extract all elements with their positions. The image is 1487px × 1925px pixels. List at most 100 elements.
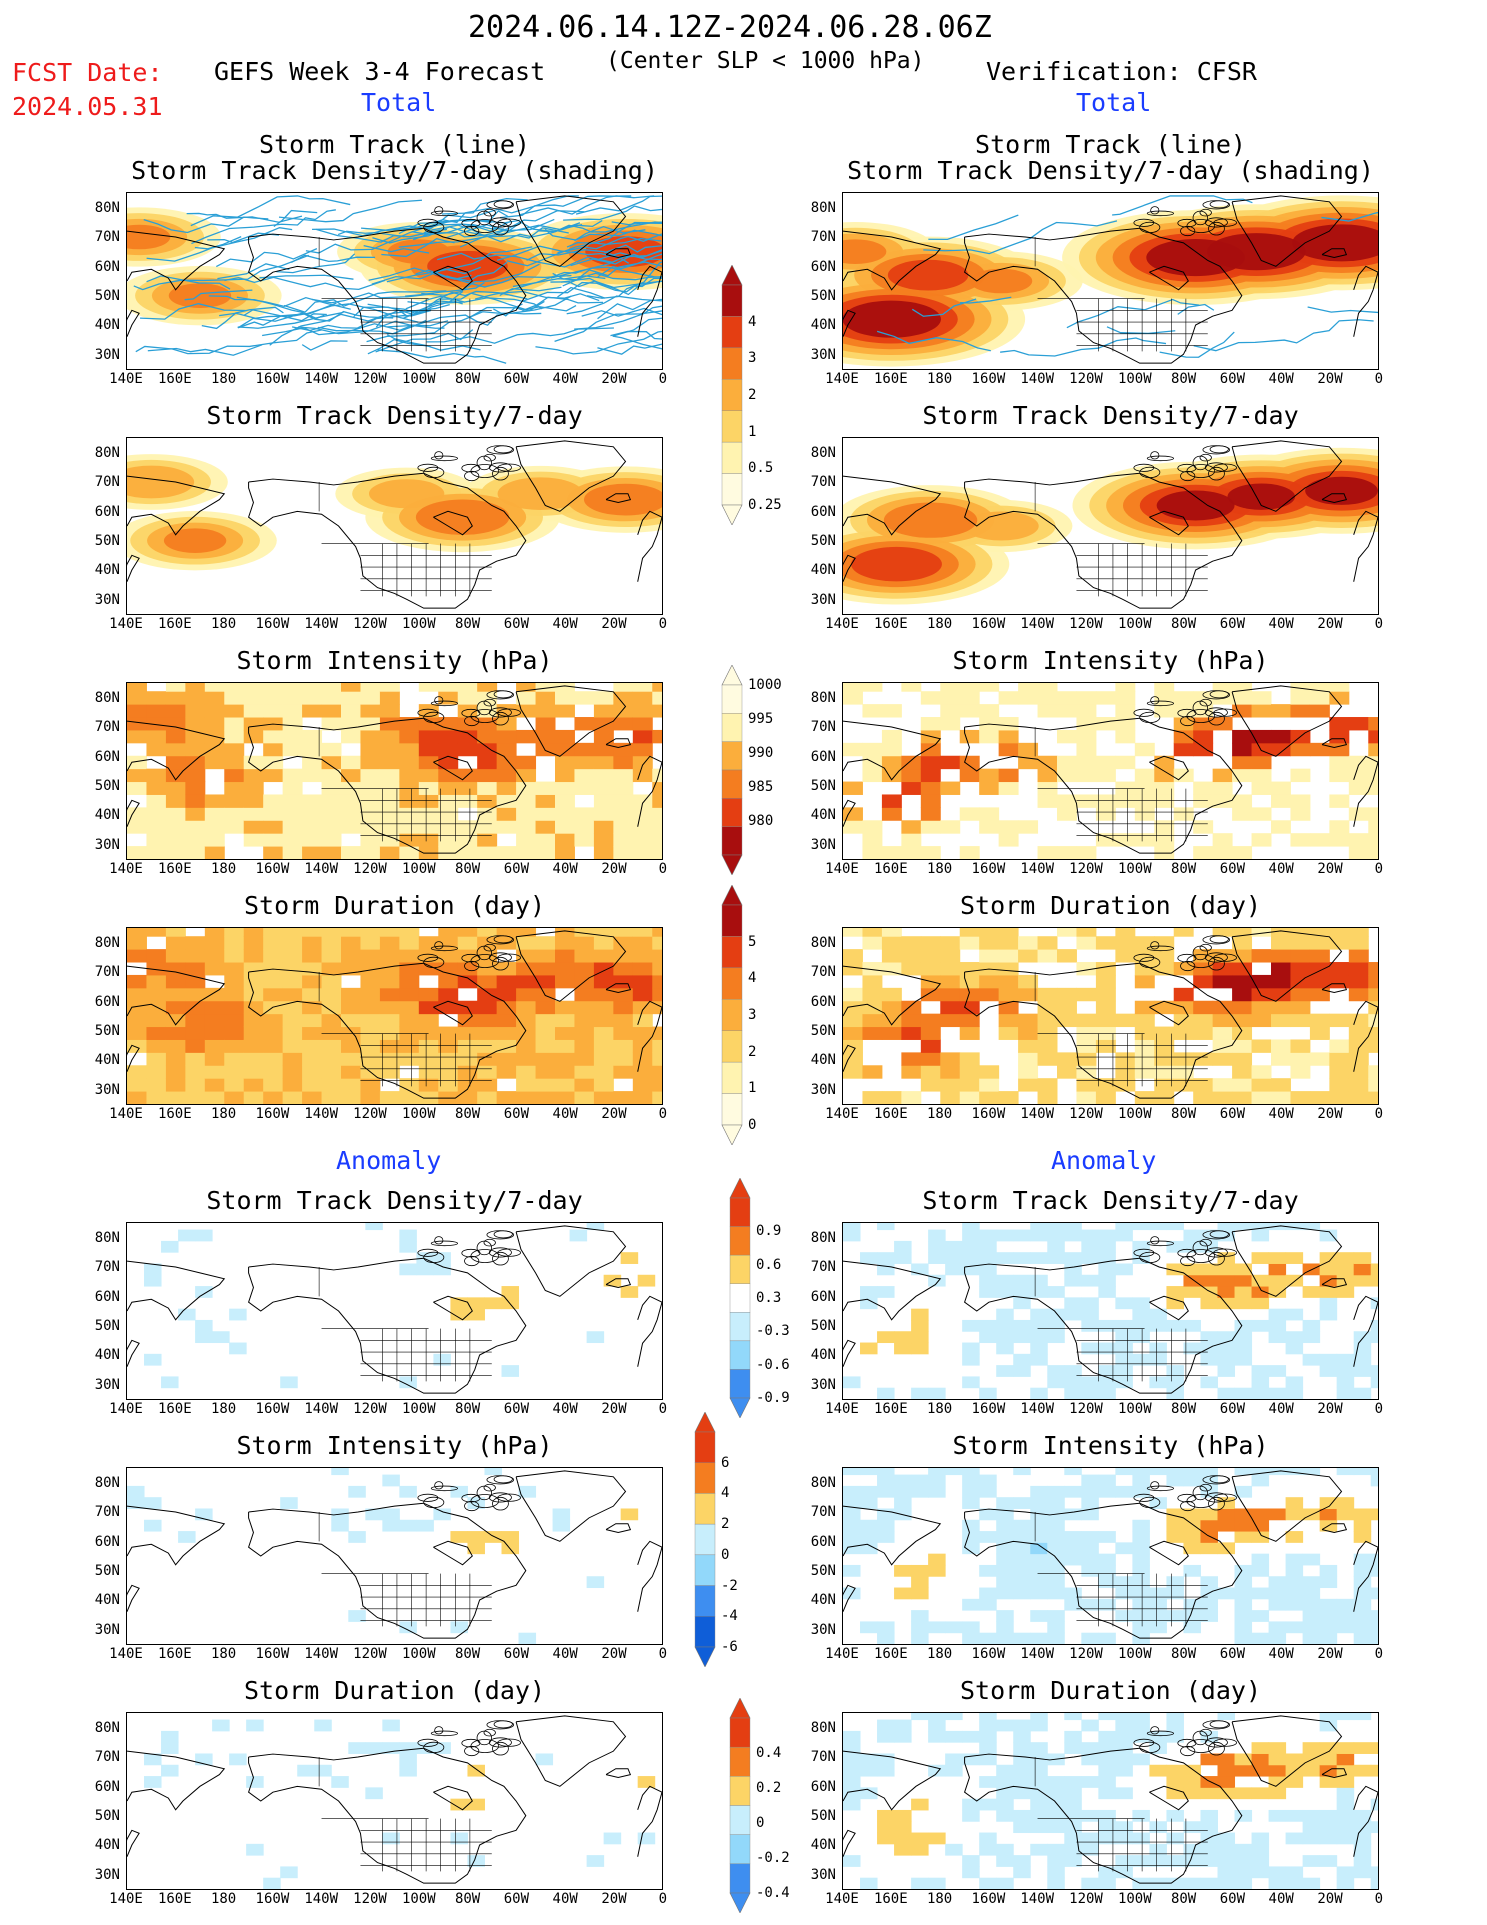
- map-panel: [126, 927, 663, 1105]
- panel-title: Storm Track Density/7-day: [206, 1186, 583, 1215]
- lat-tick-label: 70N: [94, 474, 120, 491]
- lon-tick-label: 140W: [304, 861, 339, 877]
- lon-tick-label: 100W: [1117, 1891, 1152, 1907]
- lat-tick-label: 30N: [94, 346, 120, 363]
- colorbar-label: 0: [721, 1546, 730, 1563]
- lat-tick-label: 40N: [94, 317, 120, 334]
- lat-tick-label: 60N: [94, 503, 120, 520]
- lon-tick-label: 140E: [109, 861, 143, 877]
- lon-tick-label: 100W: [1117, 1646, 1152, 1662]
- lat-tick-label: 40N: [810, 807, 836, 824]
- lat-tick-label: 50N: [94, 777, 120, 794]
- lon-tick-label: 40W: [552, 1646, 578, 1662]
- lon-tick-label: 100W: [1117, 616, 1152, 632]
- lat-tick-label: 80N: [810, 200, 836, 216]
- lon-tick-label: 20W: [601, 616, 627, 632]
- lon-tick-label: 140E: [825, 1891, 859, 1907]
- lat-tick-label: 50N: [810, 532, 836, 549]
- lat-tick-label: 30N: [94, 1621, 120, 1638]
- lon-tick-label: 180: [926, 1891, 953, 1907]
- lon-tick-label: 160E: [873, 861, 908, 877]
- lon-tick-label: 180: [210, 1106, 237, 1122]
- lon-tick-label: 20W: [1317, 1106, 1343, 1122]
- lon-tick-label: 40W: [552, 1106, 578, 1122]
- map-panel: [126, 192, 663, 370]
- colorbar-label: -2: [721, 1577, 738, 1594]
- lon-tick-label: 140W: [1020, 1106, 1055, 1122]
- lon-tick-label: 80W: [1170, 1401, 1197, 1417]
- lon-tick-label: 140E: [825, 1646, 859, 1662]
- lon-tick-label: 120W: [353, 1401, 387, 1417]
- lon-tick-label: 180: [210, 861, 237, 877]
- panel-title: Storm Duration (day): [959, 1676, 1262, 1705]
- lat-tick-label: 70N: [94, 964, 120, 981]
- lat-tick-label: 80N: [810, 1475, 836, 1491]
- lat-tick-label: 60N: [94, 1533, 120, 1550]
- lat-tick-label: 80N: [810, 935, 836, 951]
- lon-tick-label: 100W: [401, 616, 436, 632]
- lon-tick-label: 60W: [1219, 1106, 1246, 1122]
- lon-tick-label: 80W: [454, 1646, 481, 1662]
- panel-title: Storm Track Density/7-day: [206, 401, 583, 430]
- heatmap-field: [127, 195, 662, 364]
- lat-tick-label: 40N: [94, 1592, 120, 1609]
- lon-tick-label: 20W: [601, 1891, 627, 1907]
- colorbar-label: 985: [748, 779, 774, 795]
- lat-tick-label: 70N: [810, 964, 836, 981]
- panel-title: Storm Track Density/7-day: [922, 401, 1299, 430]
- lat-tick-label: 50N: [94, 1317, 120, 1334]
- colorbar-label: 0.25: [748, 497, 782, 513]
- lat-tick-label: 60N: [810, 1288, 836, 1305]
- lon-tick-label: 160E: [873, 616, 908, 632]
- lat-tick-label: 30N: [810, 1866, 836, 1883]
- lon-tick-label: 0: [658, 1401, 668, 1417]
- lon-tick-label: 80W: [1170, 616, 1197, 632]
- lat-tick-label: 80N: [94, 1475, 120, 1491]
- lon-tick-label: 40W: [1268, 1891, 1294, 1907]
- lat-tick-label: 30N: [94, 836, 120, 853]
- lon-tick-label: 20W: [601, 371, 627, 387]
- lat-tick-label: 80N: [94, 1230, 120, 1246]
- lon-tick-label: 140W: [304, 1891, 339, 1907]
- lat-tick-label: 50N: [94, 1562, 120, 1579]
- lon-tick-label: 180: [210, 616, 237, 632]
- colorbar-label: 990: [748, 745, 774, 761]
- lon-tick-label: 140W: [1020, 1646, 1055, 1662]
- colorbar-label: 995: [748, 711, 774, 727]
- lon-tick-label: 160W: [971, 616, 1006, 632]
- lat-tick-label: 50N: [810, 1317, 836, 1334]
- lat-tick-label: 80N: [94, 690, 120, 706]
- lon-tick-label: 60W: [503, 1891, 530, 1907]
- colorbar-label: 4: [748, 970, 757, 987]
- verification-anomaly-label: Anomaly: [1051, 1146, 1157, 1175]
- heatmap-field: [843, 1223, 1378, 1399]
- lon-tick-label: 120W: [1069, 1646, 1103, 1662]
- lon-tick-label: 140W: [304, 616, 339, 632]
- colorbar-label: -0.6: [756, 1356, 790, 1373]
- lon-tick-label: 0: [658, 861, 668, 877]
- lat-tick-label: 60N: [94, 993, 120, 1010]
- lon-tick-label: 0: [658, 616, 668, 632]
- lon-tick-label: 160W: [255, 1106, 290, 1122]
- lat-tick-label: 50N: [810, 1807, 836, 1824]
- lat-tick-label: 60N: [810, 1778, 836, 1795]
- lat-tick-label: 60N: [94, 1288, 120, 1305]
- lon-tick-label: 60W: [1219, 1891, 1246, 1907]
- lon-tick-label: 120W: [1069, 616, 1103, 632]
- lat-tick-label: 70N: [810, 229, 836, 246]
- heatmap-field: [127, 928, 662, 1104]
- lon-tick-label: 180: [210, 371, 237, 387]
- lon-tick-label: 140E: [109, 371, 143, 387]
- lon-tick-label: 180: [926, 1646, 953, 1662]
- fcst-date-label: FCST Date:: [12, 58, 163, 87]
- panel-title: Storm Intensity (hPa): [952, 1431, 1269, 1460]
- map-panel: [842, 1467, 1379, 1645]
- forecast-title: GEFS Week 3-4 Forecast: [214, 57, 546, 86]
- lon-tick-label: 120W: [353, 1646, 387, 1662]
- heatmap-field: [843, 440, 1378, 609]
- lon-tick-label: 0: [1374, 1401, 1384, 1417]
- lon-tick-label: 160W: [971, 861, 1006, 877]
- lat-tick-label: 30N: [810, 1376, 836, 1393]
- lat-tick-label: 30N: [94, 1081, 120, 1098]
- verification-total-label: Total: [1076, 88, 1152, 117]
